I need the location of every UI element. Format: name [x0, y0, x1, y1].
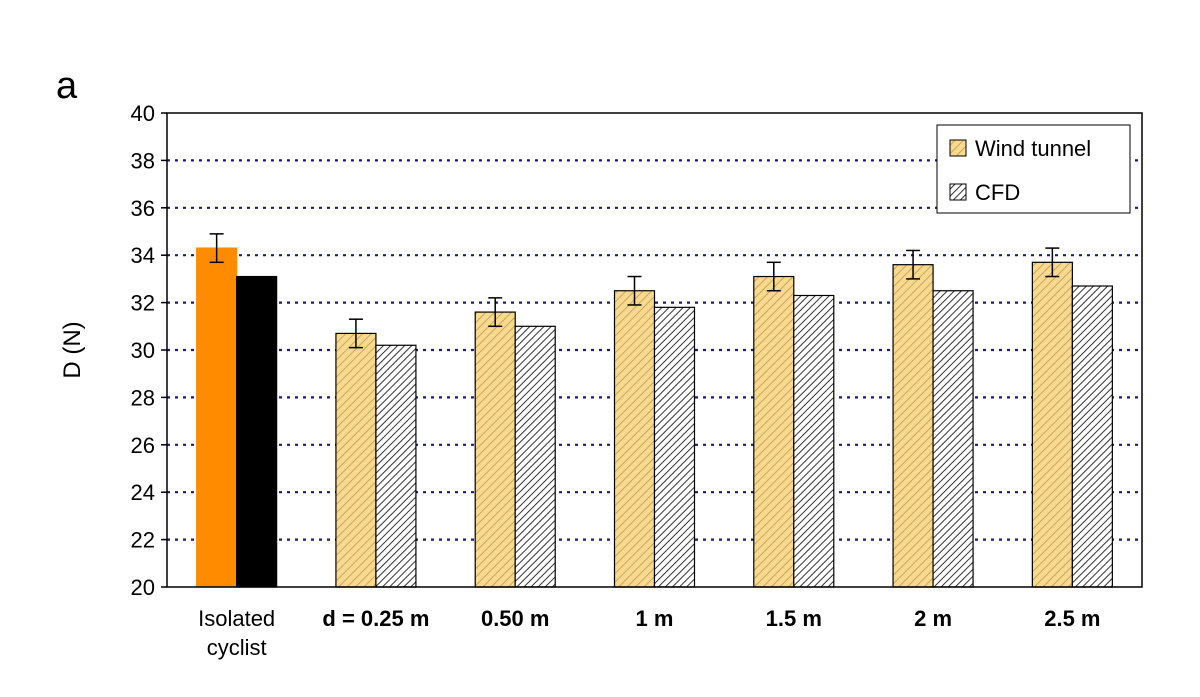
legend-box: [936, 124, 1131, 214]
legend-swatch-wind-tunnel: [949, 139, 967, 157]
y-tick-label: 30: [131, 338, 155, 363]
y-tick-label: 38: [131, 148, 155, 173]
y-tick-label: 24: [131, 480, 155, 505]
bar-wind-tunnel: [196, 247, 238, 588]
x-axis-labels: Isolated cyclist d = 0.25 m 0.50 m 1 m 1.5 m 2…: [198, 606, 1100, 660]
y-axis-title: D (N): [59, 321, 86, 378]
y-tick-label: 22: [131, 528, 155, 553]
y-tick-label: 32: [131, 291, 155, 316]
legend-label-cfd: CFD: [975, 180, 1020, 205]
bar-wind-tunnel: [892, 264, 934, 588]
y-tick-label: 34: [131, 243, 155, 268]
bar-cfd: [1071, 285, 1113, 588]
legend-label-wind-tunnel: Wind tunnel: [975, 136, 1091, 161]
x-category-label: 0.50 m: [481, 606, 550, 631]
x-category-label: cyclist: [207, 635, 267, 660]
bar-cfd: [932, 290, 974, 588]
x-category-label: 2 m: [914, 606, 952, 631]
y-tick-label: 40: [131, 101, 155, 126]
y-axis-ticks: 20 22 24 26 28 30 32 34 36 38 40: [131, 101, 167, 600]
y-tick-label: 36: [131, 196, 155, 221]
bar-cfd: [375, 344, 417, 588]
y-tick-label: 20: [131, 575, 155, 600]
legend-swatch-cfd: [949, 183, 967, 201]
error-bars: [209, 233, 1060, 349]
panel-label: a: [56, 65, 78, 107]
bars: [196, 247, 1113, 588]
x-category-label: 1 m: [636, 606, 674, 631]
bar-cfd: [793, 294, 835, 588]
bar-wind-tunnel: [1031, 261, 1073, 588]
x-category-label: 2.5 m: [1044, 606, 1100, 631]
x-category-label: 1.5 m: [766, 606, 822, 631]
x-category-label: Isolated: [198, 606, 275, 631]
y-tick-label: 28: [131, 385, 155, 410]
bar-cfd: [653, 306, 696, 588]
bar-cfd: [236, 275, 278, 588]
grid-lines: [167, 159, 1142, 541]
bar-cfd: [514, 325, 556, 588]
bar-wind-tunnel: [613, 290, 656, 588]
legend: Wind tunnel CFD: [936, 124, 1131, 214]
bar-wind-tunnel: [753, 275, 795, 588]
bar-wind-tunnel: [335, 332, 377, 588]
x-category-label: d = 0.25 m: [322, 606, 429, 631]
y-tick-label: 26: [131, 433, 155, 458]
bar-wind-tunnel: [474, 311, 516, 588]
